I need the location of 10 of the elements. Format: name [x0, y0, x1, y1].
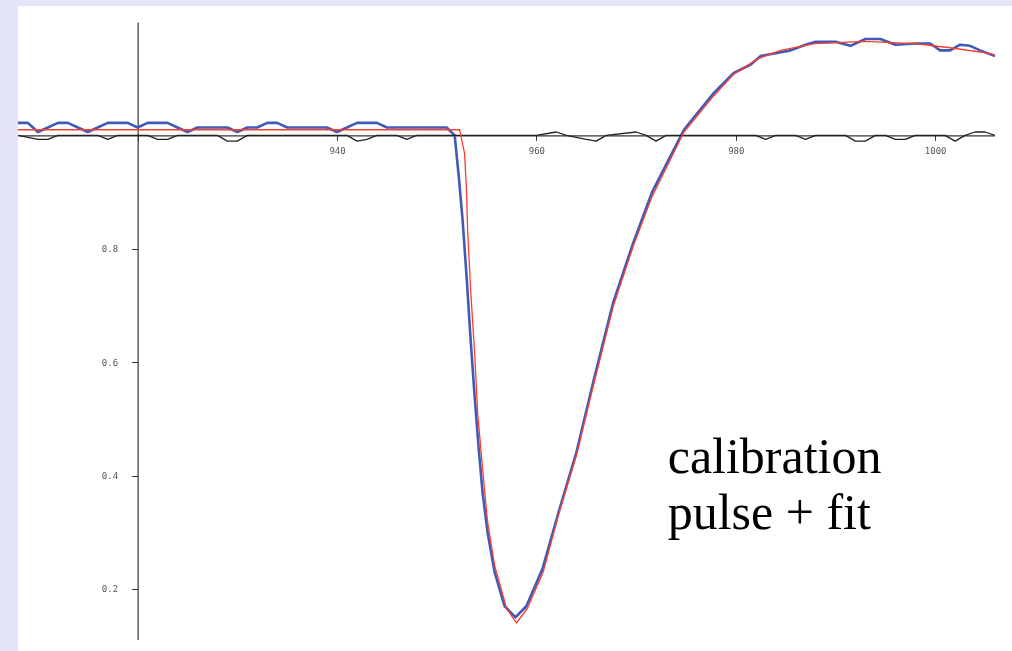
y-tick-label: 0.6	[101, 357, 119, 368]
y-tick-label: 0.4	[101, 471, 119, 482]
x-tick-label: 960	[528, 145, 546, 156]
x-tick-label: 1000	[924, 145, 947, 156]
annotation: calibration pulse + fit	[667, 427, 882, 540]
x-tick-label: 980	[728, 145, 745, 156]
x-tick-label: 940	[329, 145, 346, 156]
y-tick-label: 0.2	[101, 584, 119, 595]
y-tick-label: 0.8	[101, 244, 119, 255]
line-series	[18, 131, 995, 142]
